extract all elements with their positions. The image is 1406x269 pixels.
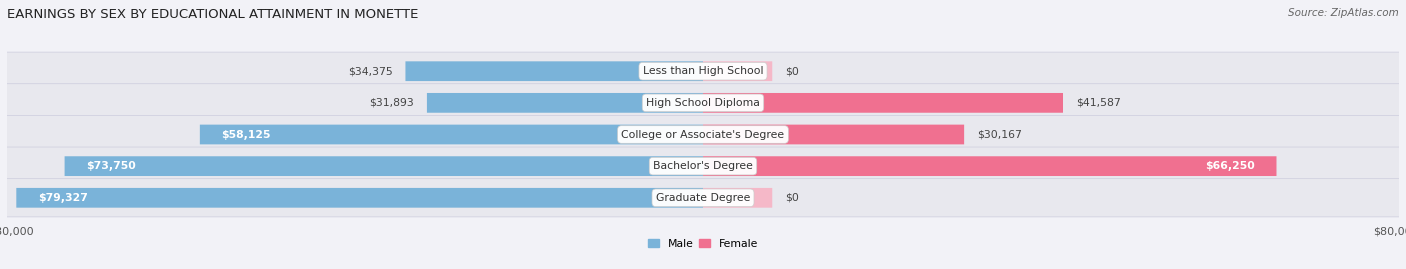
Text: $0: $0 — [785, 193, 799, 203]
Text: Graduate Degree: Graduate Degree — [655, 193, 751, 203]
Text: $31,893: $31,893 — [370, 98, 413, 108]
FancyBboxPatch shape — [6, 52, 1400, 90]
Text: Source: ZipAtlas.com: Source: ZipAtlas.com — [1288, 8, 1399, 18]
FancyBboxPatch shape — [6, 84, 1400, 122]
Text: $66,250: $66,250 — [1205, 161, 1254, 171]
FancyBboxPatch shape — [200, 125, 703, 144]
FancyBboxPatch shape — [65, 156, 703, 176]
Legend: Male, Female: Male, Female — [644, 234, 762, 253]
Text: $0: $0 — [785, 66, 799, 76]
Text: EARNINGS BY SEX BY EDUCATIONAL ATTAINMENT IN MONETTE: EARNINGS BY SEX BY EDUCATIONAL ATTAINMEN… — [7, 8, 419, 21]
FancyBboxPatch shape — [703, 156, 1277, 176]
Text: $58,125: $58,125 — [222, 129, 271, 140]
Text: $41,587: $41,587 — [1076, 98, 1121, 108]
FancyBboxPatch shape — [6, 179, 1400, 217]
Text: College or Associate's Degree: College or Associate's Degree — [621, 129, 785, 140]
Text: Bachelor's Degree: Bachelor's Degree — [652, 161, 754, 171]
FancyBboxPatch shape — [703, 93, 1063, 113]
Text: $73,750: $73,750 — [86, 161, 136, 171]
FancyBboxPatch shape — [427, 93, 703, 113]
FancyBboxPatch shape — [17, 188, 703, 208]
FancyBboxPatch shape — [6, 147, 1400, 185]
FancyBboxPatch shape — [703, 61, 772, 81]
Text: High School Diploma: High School Diploma — [647, 98, 759, 108]
FancyBboxPatch shape — [405, 61, 703, 81]
FancyBboxPatch shape — [703, 188, 772, 208]
Text: Less than High School: Less than High School — [643, 66, 763, 76]
Text: $34,375: $34,375 — [347, 66, 392, 76]
Text: $79,327: $79,327 — [38, 193, 87, 203]
Text: $30,167: $30,167 — [977, 129, 1022, 140]
FancyBboxPatch shape — [703, 125, 965, 144]
FancyBboxPatch shape — [6, 115, 1400, 154]
